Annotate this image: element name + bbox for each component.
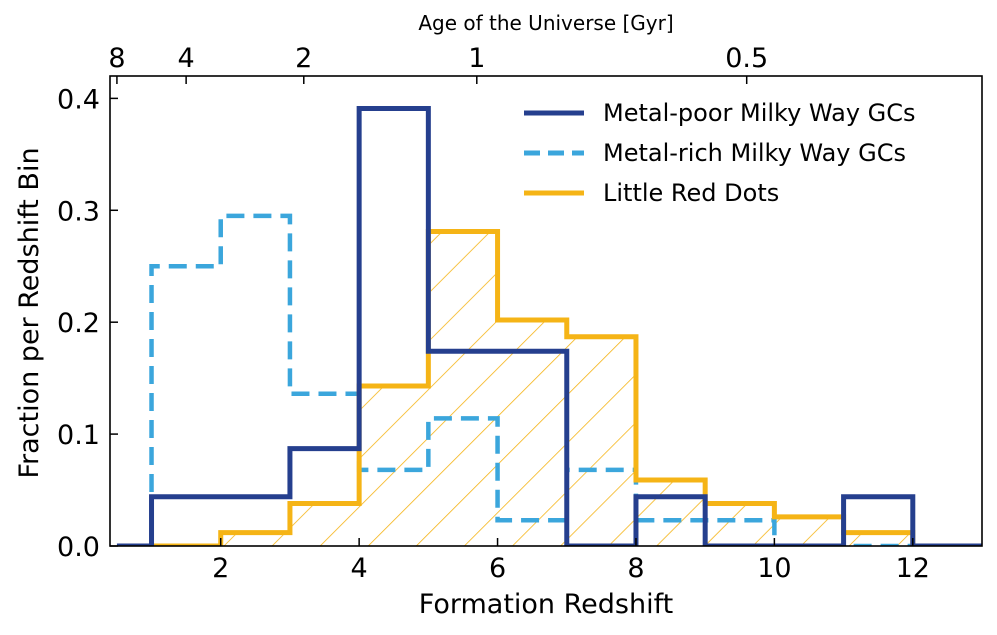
top-axis-title: Age of the Universe [Gyr] [418, 11, 673, 35]
top-tick-label-0: 8 [108, 43, 125, 74]
legend-label-metal-rich: Metal-rich Milky Way GCs [603, 139, 906, 167]
top-tick-label-2: 2 [295, 43, 312, 74]
y-tick-label-2: 0.2 [57, 308, 100, 339]
legend-label-little-red-dots: Little Red Dots [603, 179, 779, 207]
x-tick-label-8: 8 [627, 553, 644, 584]
top-tick-label-1: 4 [178, 43, 195, 74]
x-tick-label-2: 2 [212, 553, 229, 584]
little-red-dots-hatch-area [151, 231, 913, 546]
x-tick-label-6: 6 [489, 553, 506, 584]
x-axis-title: Formation Redshift [419, 589, 673, 620]
x-tick-label-10: 10 [757, 553, 791, 584]
y-tick-label-3: 0.3 [57, 196, 100, 227]
x-tick-label-4: 4 [351, 553, 368, 584]
x-axis-ticks: 2 4 6 8 10 12 [212, 538, 930, 584]
series-line-metal-poor [116, 105, 982, 546]
top-axis-ticks: 8 4 2 1 0.5 [108, 43, 768, 84]
y-tick-label-0: 0.0 [57, 532, 100, 563]
y-axis-title: Fraction per Redshift Bin [14, 147, 45, 478]
little-red-dots-hatch-fill [151, 231, 913, 546]
y-tick-label-1: 0.1 [57, 420, 100, 451]
plot-frame [109, 75, 983, 547]
y-tick-label-4: 0.4 [57, 84, 100, 115]
series-layer [116, 105, 982, 546]
legend-label-metal-poor: Metal-poor Milky Way GCs [603, 99, 916, 127]
x-tick-label-12: 12 [896, 553, 930, 584]
legend: Metal-poor Milky Way GCs Metal-rich Milk… [524, 99, 916, 207]
top-tick-label-4: 0.5 [725, 43, 768, 74]
top-tick-label-3: 1 [468, 43, 485, 74]
y-axis-ticks: 0.0 0.1 0.2 0.3 0.4 [57, 84, 118, 563]
series-line-little-red-dots [151, 229, 916, 546]
series-line-metal-rich [149, 213, 913, 546]
